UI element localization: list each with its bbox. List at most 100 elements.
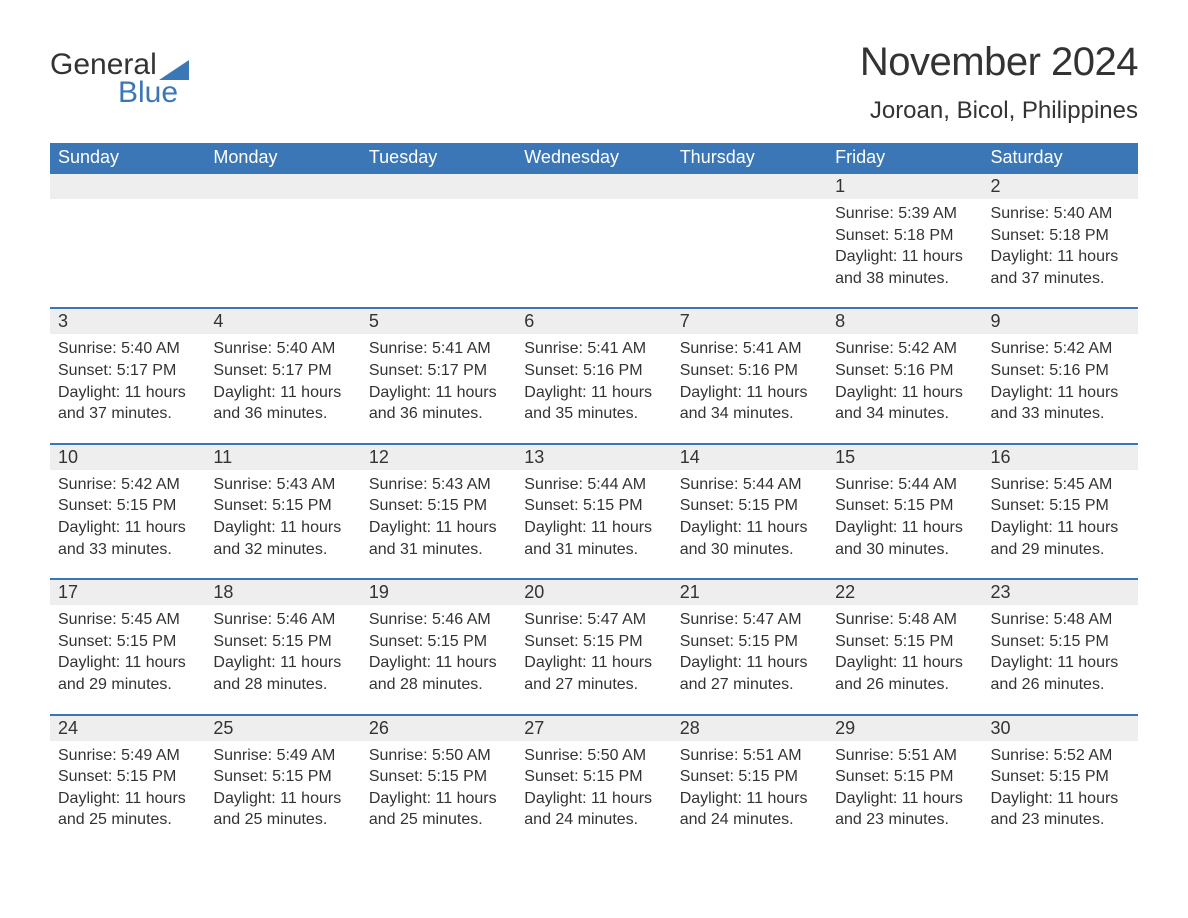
sunset-line: Sunset: 5:18 PM — [991, 225, 1130, 247]
day-number-cell: 5 — [361, 308, 516, 334]
day-number-cell: 19 — [361, 579, 516, 605]
day-content-cell: Sunrise: 5:44 AMSunset: 5:15 PMDaylight:… — [672, 470, 827, 579]
col-sat: Saturday — [983, 143, 1138, 173]
sunrise-line: Sunrise: 5:49 AM — [58, 745, 197, 767]
daylight-line2: and 34 minutes. — [835, 403, 974, 425]
sunset-line: Sunset: 5:15 PM — [835, 766, 974, 788]
sunset-line: Sunset: 5:16 PM — [680, 360, 819, 382]
day-number-cell: 29 — [827, 715, 982, 741]
sunrise-line: Sunrise: 5:41 AM — [524, 338, 663, 360]
sunset-line: Sunset: 5:15 PM — [991, 495, 1130, 517]
daylight-line2: and 37 minutes. — [58, 403, 197, 425]
sunrise-line: Sunrise: 5:40 AM — [991, 203, 1130, 225]
day-content-cell: Sunrise: 5:44 AMSunset: 5:15 PMDaylight:… — [827, 470, 982, 579]
day-number-cell — [361, 173, 516, 199]
daylight-line2: and 23 minutes. — [835, 809, 974, 831]
col-tue: Tuesday — [361, 143, 516, 173]
sunrise-line: Sunrise: 5:48 AM — [835, 609, 974, 631]
sunset-line: Sunset: 5:15 PM — [369, 631, 508, 653]
daylight-line2: and 24 minutes. — [680, 809, 819, 831]
daylight-line2: and 23 minutes. — [991, 809, 1130, 831]
day-number-cell — [672, 173, 827, 199]
daylight-line2: and 34 minutes. — [680, 403, 819, 425]
daylight-line2: and 35 minutes. — [524, 403, 663, 425]
sunset-line: Sunset: 5:15 PM — [58, 495, 197, 517]
day-content-cell: Sunrise: 5:40 AMSunset: 5:17 PMDaylight:… — [205, 334, 360, 443]
day-content-cell: Sunrise: 5:45 AMSunset: 5:15 PMDaylight:… — [50, 605, 205, 714]
content-row: Sunrise: 5:42 AMSunset: 5:15 PMDaylight:… — [50, 470, 1138, 579]
daylight-line1: Daylight: 11 hours — [58, 652, 197, 674]
sunrise-line: Sunrise: 5:41 AM — [369, 338, 508, 360]
daynum-row: 12 — [50, 173, 1138, 199]
day-content-cell: Sunrise: 5:45 AMSunset: 5:15 PMDaylight:… — [983, 470, 1138, 579]
sunrise-line: Sunrise: 5:40 AM — [58, 338, 197, 360]
daylight-line1: Daylight: 11 hours — [835, 517, 974, 539]
daylight-line2: and 38 minutes. — [835, 268, 974, 290]
day-number-cell: 14 — [672, 444, 827, 470]
sunset-line: Sunset: 5:15 PM — [213, 495, 352, 517]
sunrise-line: Sunrise: 5:44 AM — [524, 474, 663, 496]
day-number-cell: 25 — [205, 715, 360, 741]
content-row: Sunrise: 5:40 AMSunset: 5:17 PMDaylight:… — [50, 334, 1138, 443]
sunset-line: Sunset: 5:15 PM — [524, 495, 663, 517]
daylight-line2: and 27 minutes. — [524, 674, 663, 696]
daylight-line1: Daylight: 11 hours — [835, 246, 974, 268]
sunrise-line: Sunrise: 5:39 AM — [835, 203, 974, 225]
day-number-cell: 11 — [205, 444, 360, 470]
daylight-line1: Daylight: 11 hours — [58, 788, 197, 810]
day-content-cell — [672, 199, 827, 308]
sunrise-line: Sunrise: 5:44 AM — [835, 474, 974, 496]
logo-word2: Blue — [118, 78, 189, 108]
daylight-line1: Daylight: 11 hours — [835, 652, 974, 674]
day-content-cell: Sunrise: 5:48 AMSunset: 5:15 PMDaylight:… — [983, 605, 1138, 714]
sunset-line: Sunset: 5:15 PM — [58, 631, 197, 653]
day-number-cell: 17 — [50, 579, 205, 605]
sunrise-line: Sunrise: 5:43 AM — [213, 474, 352, 496]
daylight-line1: Daylight: 11 hours — [835, 788, 974, 810]
day-content-cell — [205, 199, 360, 308]
daylight-line1: Daylight: 11 hours — [213, 788, 352, 810]
sunrise-line: Sunrise: 5:42 AM — [835, 338, 974, 360]
sunrise-line: Sunrise: 5:47 AM — [680, 609, 819, 631]
daynum-row: 3456789 — [50, 308, 1138, 334]
day-number-cell: 26 — [361, 715, 516, 741]
daylight-line2: and 25 minutes. — [369, 809, 508, 831]
daylight-line1: Daylight: 11 hours — [369, 652, 508, 674]
day-number-cell — [50, 173, 205, 199]
day-number-cell: 2 — [983, 173, 1138, 199]
sunrise-line: Sunrise: 5:42 AM — [58, 474, 197, 496]
day-content-cell: Sunrise: 5:41 AMSunset: 5:17 PMDaylight:… — [361, 334, 516, 443]
daylight-line1: Daylight: 11 hours — [524, 788, 663, 810]
day-content-cell: Sunrise: 5:40 AMSunset: 5:17 PMDaylight:… — [50, 334, 205, 443]
sunset-line: Sunset: 5:16 PM — [835, 360, 974, 382]
content-row: Sunrise: 5:45 AMSunset: 5:15 PMDaylight:… — [50, 605, 1138, 714]
daylight-line1: Daylight: 11 hours — [213, 382, 352, 404]
daylight-line1: Daylight: 11 hours — [213, 517, 352, 539]
day-number-cell: 13 — [516, 444, 671, 470]
day-content-cell: Sunrise: 5:50 AMSunset: 5:15 PMDaylight:… — [361, 741, 516, 849]
day-content-cell — [50, 199, 205, 308]
daylight-line1: Daylight: 11 hours — [991, 517, 1130, 539]
sunset-line: Sunset: 5:15 PM — [680, 631, 819, 653]
day-number-cell: 9 — [983, 308, 1138, 334]
daylight-line1: Daylight: 11 hours — [524, 382, 663, 404]
daylight-line2: and 26 minutes. — [835, 674, 974, 696]
daylight-line2: and 28 minutes. — [369, 674, 508, 696]
daylight-line1: Daylight: 11 hours — [680, 652, 819, 674]
daylight-line2: and 31 minutes. — [369, 539, 508, 561]
day-content-cell — [516, 199, 671, 308]
daylight-line1: Daylight: 11 hours — [58, 517, 197, 539]
daylight-line2: and 25 minutes. — [58, 809, 197, 831]
daylight-line2: and 28 minutes. — [213, 674, 352, 696]
day-number-cell: 18 — [205, 579, 360, 605]
sunrise-line: Sunrise: 5:46 AM — [369, 609, 508, 631]
day-number-cell: 20 — [516, 579, 671, 605]
sunrise-line: Sunrise: 5:49 AM — [213, 745, 352, 767]
col-thu: Thursday — [672, 143, 827, 173]
sunrise-line: Sunrise: 5:41 AM — [680, 338, 819, 360]
daylight-line1: Daylight: 11 hours — [213, 652, 352, 674]
calendar-header-row: Sunday Monday Tuesday Wednesday Thursday… — [50, 143, 1138, 173]
sunset-line: Sunset: 5:15 PM — [524, 766, 663, 788]
daylight-line2: and 36 minutes. — [369, 403, 508, 425]
daylight-line1: Daylight: 11 hours — [369, 517, 508, 539]
